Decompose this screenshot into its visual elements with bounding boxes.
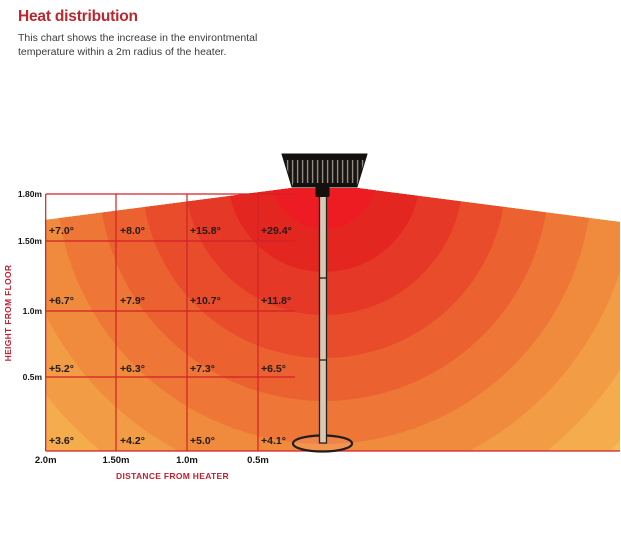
page-title: Heat distribution [18,8,138,25]
subtitle-line-1: This chart shows the increase in the env… [18,32,258,44]
heater-shade-top-rim [282,154,367,160]
heat-band [185,188,463,315]
heater-neck [315,186,330,197]
measurement-grid [45,193,620,452]
heat-band [271,188,377,229]
subtitle-line-2: temperature within a 2m radius of the he… [18,46,227,58]
page-subtitle: This chart shows the increase in the env… [18,31,257,59]
heater-pole [318,189,328,444]
patio-heater-icon [281,153,368,453]
heat-band [228,188,420,272]
heater-shade-bottom-rim [292,183,357,187]
